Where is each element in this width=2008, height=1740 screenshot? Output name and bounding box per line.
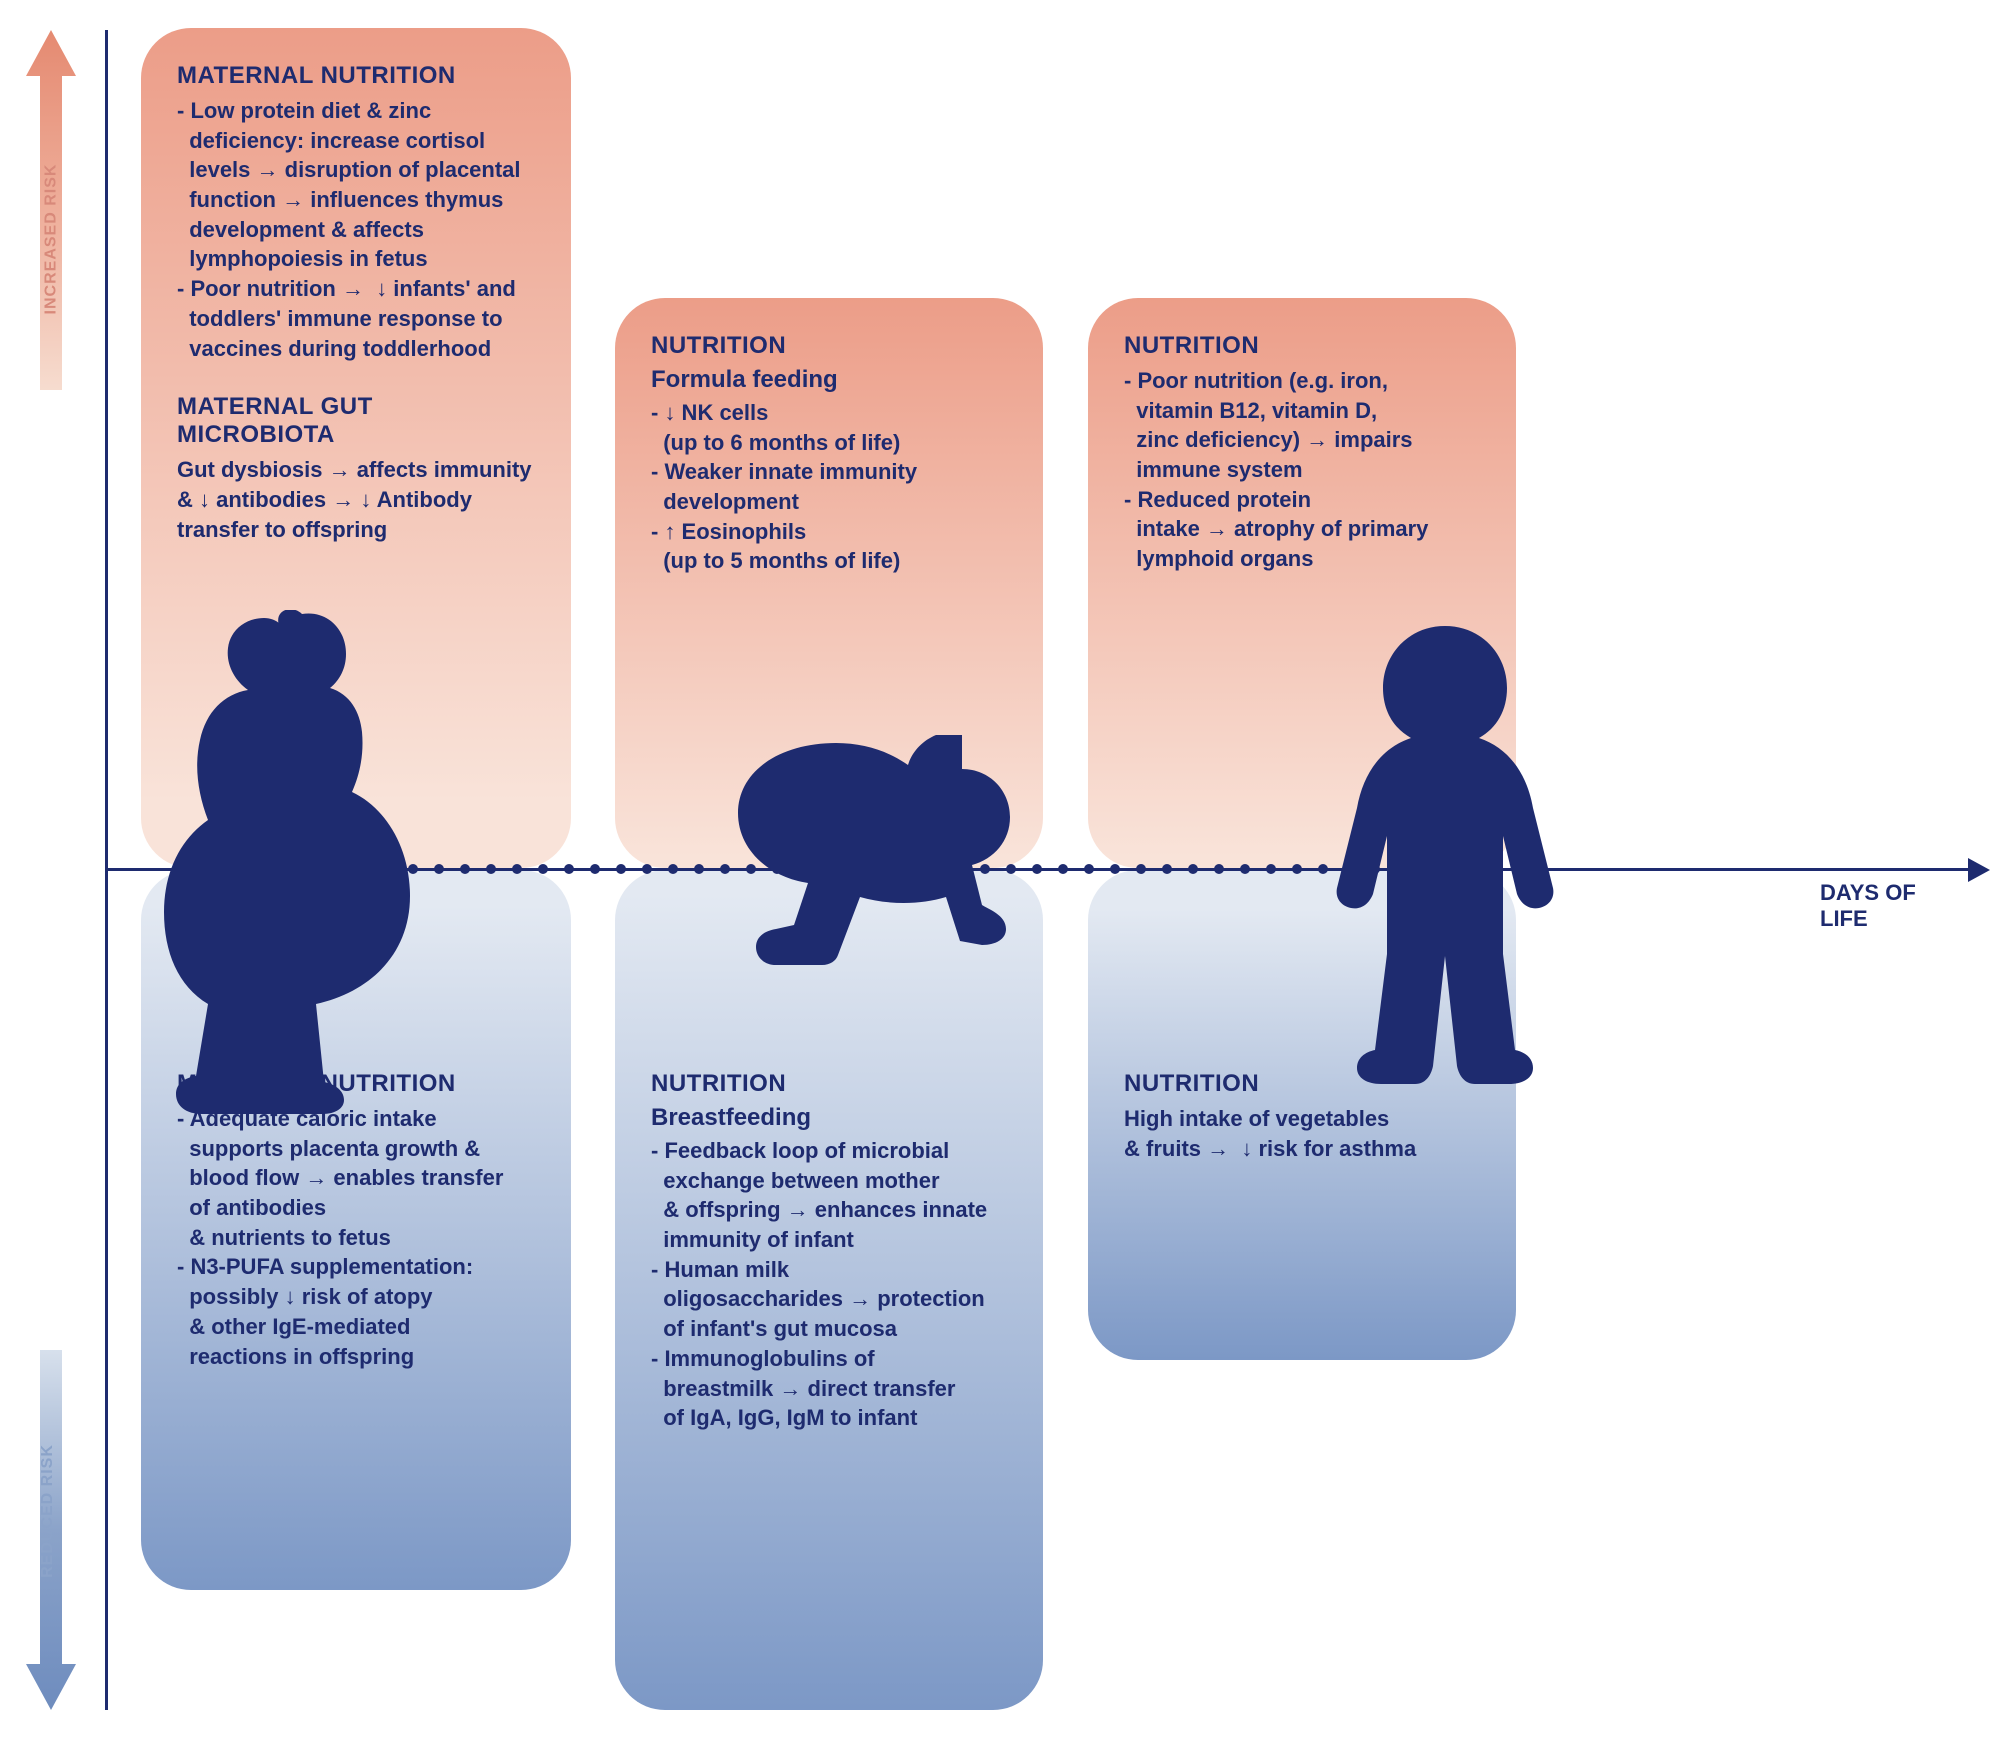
panel-heading: MATERNAL GUT MICROBIOTA xyxy=(177,393,535,449)
panel-body: - ↓ NK cells (up to 6 months of life) - … xyxy=(651,398,1007,576)
panel-body: - Poor nutrition (e.g. iron, vitamin B12… xyxy=(1124,366,1480,574)
panel-body: High intake of vegetables & fruits → ↓ r… xyxy=(1124,1104,1480,1163)
x-axis-end-label: DAYS OFLIFE xyxy=(1820,880,1916,933)
panel-heading: NUTRITION xyxy=(1124,332,1480,360)
reduced-risk-arrow: REDUCED RISK xyxy=(26,1350,76,1710)
increased-risk-arrow: INCREASED RISK xyxy=(26,30,76,390)
reduced-risk-label: REDUCED RISK xyxy=(39,1444,57,1578)
panel-body: - Feedback loop of microbial exchange be… xyxy=(651,1136,1007,1433)
panel-heading: NUTRITION xyxy=(651,1070,1007,1098)
panel-heading: NUTRITION xyxy=(651,332,1007,360)
x-axis-arrow xyxy=(1968,858,1990,882)
panel-subheading: Formula feeding xyxy=(651,366,1007,394)
pregnant-woman-silhouette xyxy=(130,610,430,1145)
panel-heading: MATERNAL NUTRITION xyxy=(177,62,535,90)
panel-p2_bot: NUTRITION Breastfeeding - Feedback loop of… xyxy=(615,870,1043,1710)
panel-subheading: Breastfeeding xyxy=(651,1104,1007,1132)
panel-body: Gut dysbiosis → affects immunity & ↓ ant… xyxy=(177,455,535,544)
crawling-baby-silhouette xyxy=(720,735,1020,970)
infographic-canvas: Immune system development and risk for N… xyxy=(0,0,2008,1740)
toddler-silhouette xyxy=(1330,618,1560,1103)
increased-risk-label: INCREASED RISK xyxy=(42,164,60,315)
panel-body: - Low protein diet & zinc deficiency: in… xyxy=(177,96,535,363)
